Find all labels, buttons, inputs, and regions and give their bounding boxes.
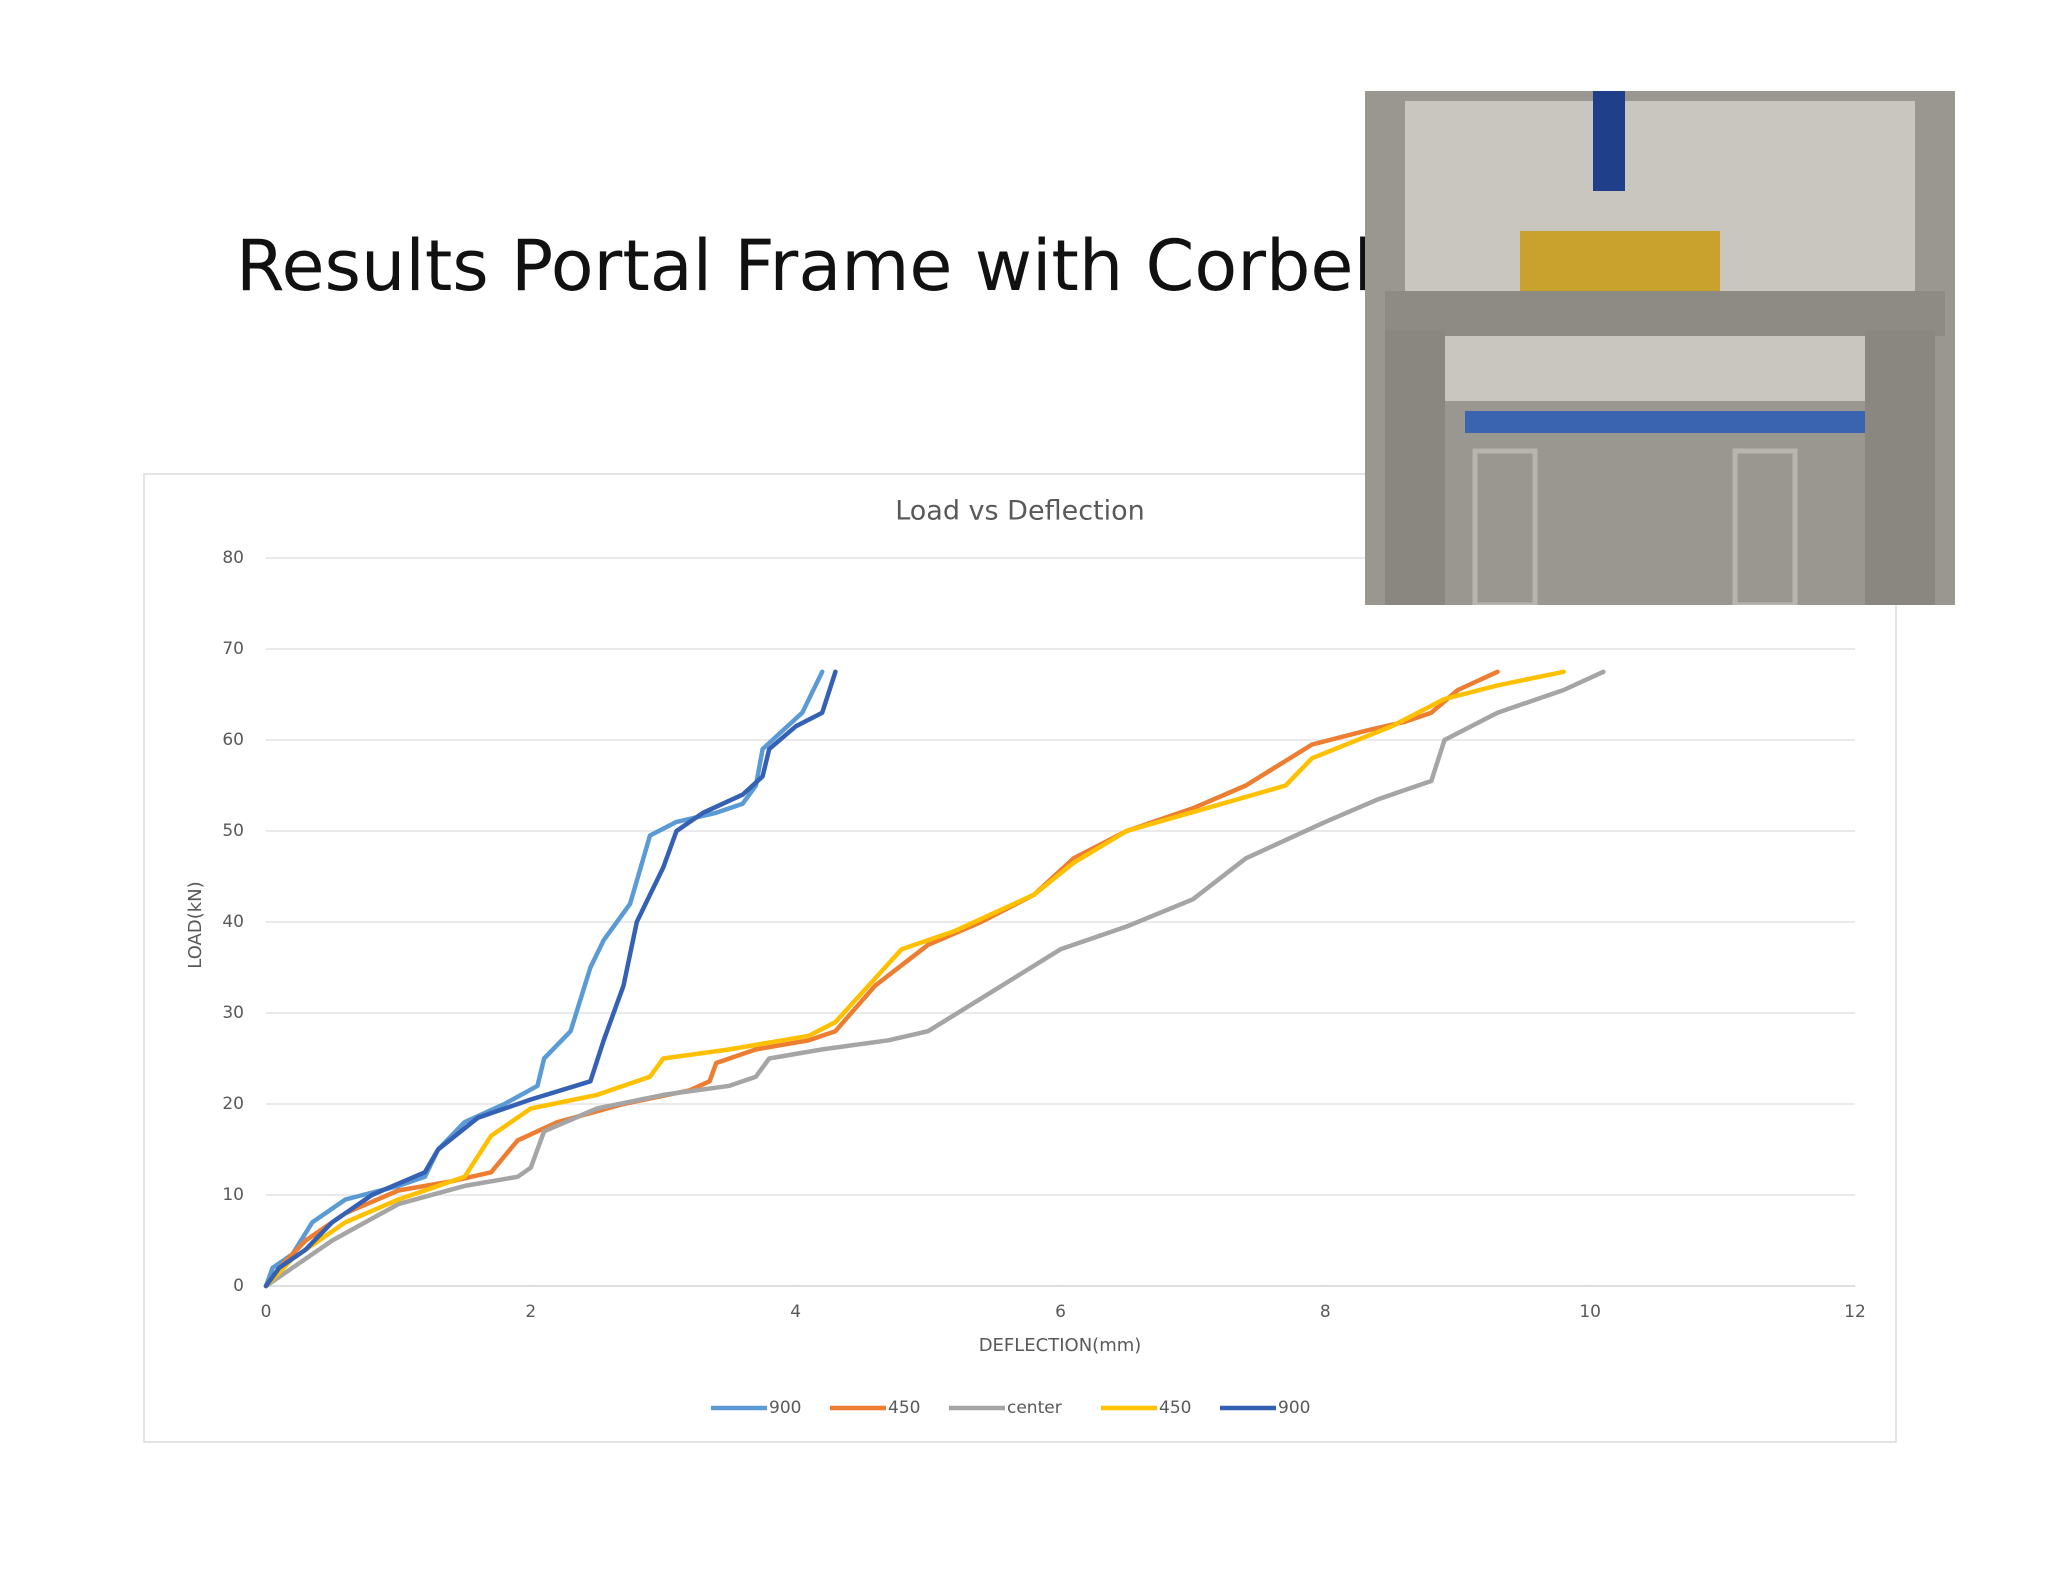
photo-beam xyxy=(1520,231,1720,291)
chart-area xyxy=(143,473,1897,1443)
x-tick-label: 12 xyxy=(1844,1302,1866,1322)
slide-title: Results Portal Frame with Corbel xyxy=(236,225,1373,307)
photo xyxy=(1365,91,1955,605)
x-tick-label: 4 xyxy=(790,1302,801,1322)
photo-frame-top xyxy=(1385,291,1945,336)
y-axis-label: LOAD(kN) xyxy=(185,881,206,968)
x-axis-label: DEFLECTION(mm) xyxy=(979,1335,1142,1356)
x-tick-label: 0 xyxy=(261,1302,272,1322)
legend-label: center xyxy=(1007,1398,1062,1418)
y-tick-label: 60 xyxy=(222,730,244,750)
photo-stool xyxy=(1732,448,1798,605)
x-tick-label: 6 xyxy=(1055,1302,1066,1322)
x-tick-label: 8 xyxy=(1320,1302,1331,1322)
series-line xyxy=(263,669,1606,1289)
y-tick-label: 30 xyxy=(222,1003,244,1023)
y-tick-label: 70 xyxy=(222,639,244,659)
y-tick-label: 20 xyxy=(222,1094,244,1114)
legend-label: 450 xyxy=(1159,1398,1191,1418)
x-tick-label: 10 xyxy=(1579,1302,1601,1322)
y-tick-label: 10 xyxy=(222,1185,244,1205)
photo-stand xyxy=(1465,411,1865,433)
legend-label: 450 xyxy=(888,1398,920,1418)
y-tick-label: 40 xyxy=(222,912,244,932)
photo-frame-right xyxy=(1865,331,1935,605)
series-line xyxy=(263,669,838,1289)
photo-stool xyxy=(1472,448,1538,605)
y-tick-label: 0 xyxy=(233,1276,244,1296)
photo-frame-left xyxy=(1385,331,1445,605)
x-tick-label: 2 xyxy=(525,1302,536,1322)
y-tick-label: 80 xyxy=(222,548,244,568)
legend-label: 900 xyxy=(1278,1398,1310,1418)
y-tick-label: 50 xyxy=(222,821,244,841)
chart-title: Load vs Deflection xyxy=(895,496,1145,527)
series-line xyxy=(263,669,1566,1289)
photo-jack xyxy=(1593,91,1625,191)
legend-label: 900 xyxy=(769,1398,801,1418)
